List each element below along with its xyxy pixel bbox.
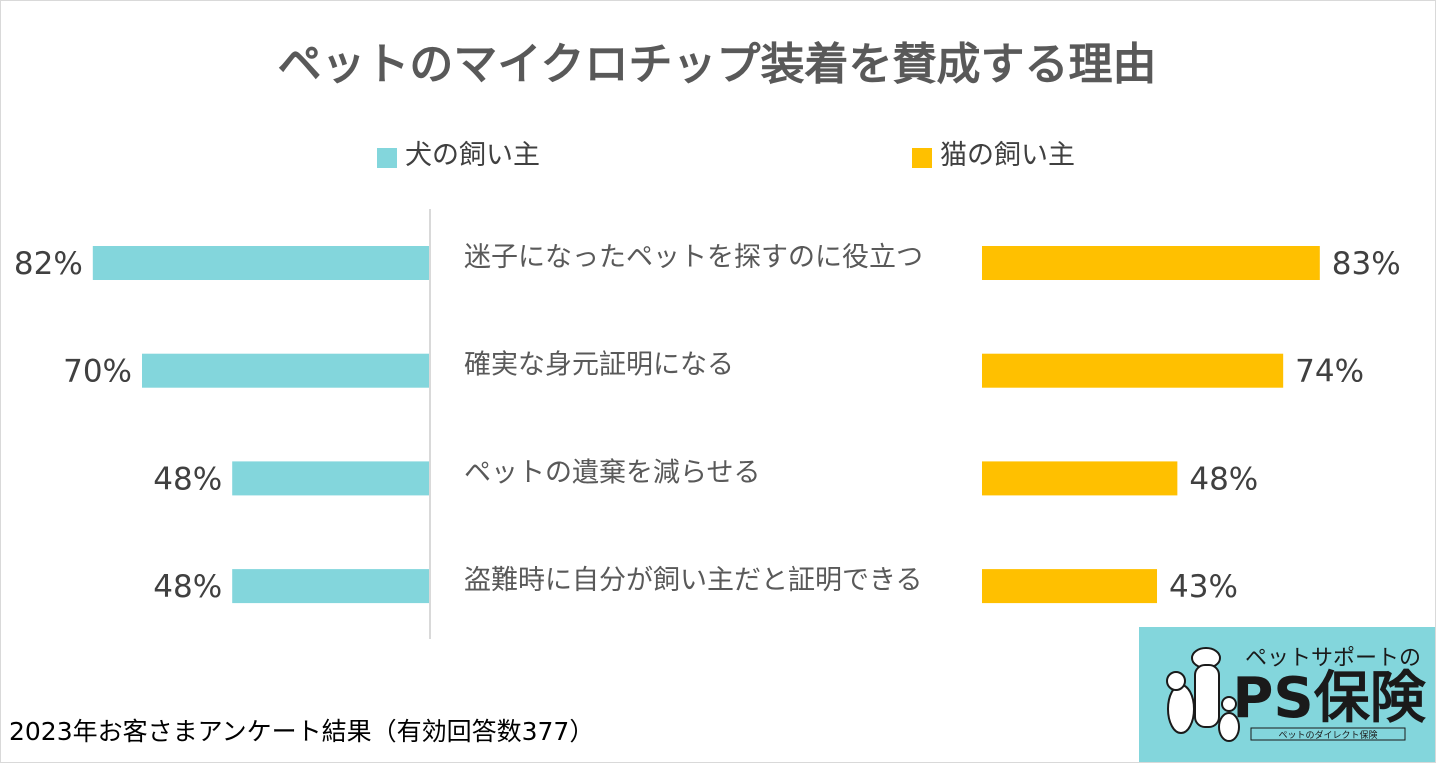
logo-sub-box — [1250, 727, 1406, 741]
value-label-cat-1: 74% — [1295, 354, 1364, 390]
value-label-cat-0: 83% — [1332, 246, 1401, 282]
value-labels-group: 82% 83% 70% 74% 48% 48% 48% 43% — [14, 246, 1401, 605]
ps-logo: ペットサポートの PS保険 ペットのダイレクト保険 — [1139, 627, 1435, 762]
logo-sub: ペットのダイレクト保険 — [1278, 729, 1377, 741]
legend-label-cat: 猫の飼い主 — [940, 140, 1075, 171]
legend-swatch-cat — [912, 148, 932, 168]
value-label-cat-2: 48% — [1189, 461, 1258, 497]
category-label-1: 確実な身元証明になる — [464, 350, 734, 381]
value-label-dog-2: 48% — [153, 461, 222, 497]
bar-dog-1 — [142, 353, 429, 388]
bar-dog-3 — [232, 569, 429, 604]
category-label-0: 迷子になったペットを探すのに役立つ — [464, 242, 923, 273]
footnote: 2023年お客さまアンケート結果（有効回答数377） — [9, 717, 594, 746]
value-label-dog-1: 70% — [63, 354, 132, 390]
category-label-3: 盗難時に自分が飼い主だと証明できる — [464, 565, 922, 596]
category-labels-group: 迷子になったペットを探すのに役立つ確実な身元証明になるペットの遺棄を減らせる盗難… — [464, 242, 923, 596]
value-label-dog-3: 48% — [153, 569, 222, 605]
logo-tagline: ペットサポートの — [1245, 646, 1421, 671]
bar-dog-2 — [232, 461, 429, 496]
logo-name: PS保険 — [1232, 666, 1426, 731]
legend-label-dog: 犬の飼い主 — [405, 140, 540, 171]
value-label-cat-3: 43% — [1169, 569, 1238, 605]
bar-cat-0 — [982, 246, 1320, 280]
bar-cat-1 — [982, 353, 1284, 388]
bar-cat-2 — [982, 461, 1178, 496]
bars-group — [92, 246, 1320, 604]
chart-title: ペットのマイクロチップ装着を賛成する理由 — [277, 39, 1156, 90]
value-label-dog-0: 82% — [14, 246, 83, 282]
legend-swatch-dog — [377, 148, 397, 168]
category-label-2: ペットの遺棄を減らせる — [464, 457, 760, 488]
bar-dog-0 — [92, 246, 430, 280]
pets-silhouette-icon — [1166, 647, 1240, 742]
legend: 犬の飼い主 猫の飼い主 — [377, 140, 1075, 171]
bar-cat-3 — [982, 569, 1158, 604]
